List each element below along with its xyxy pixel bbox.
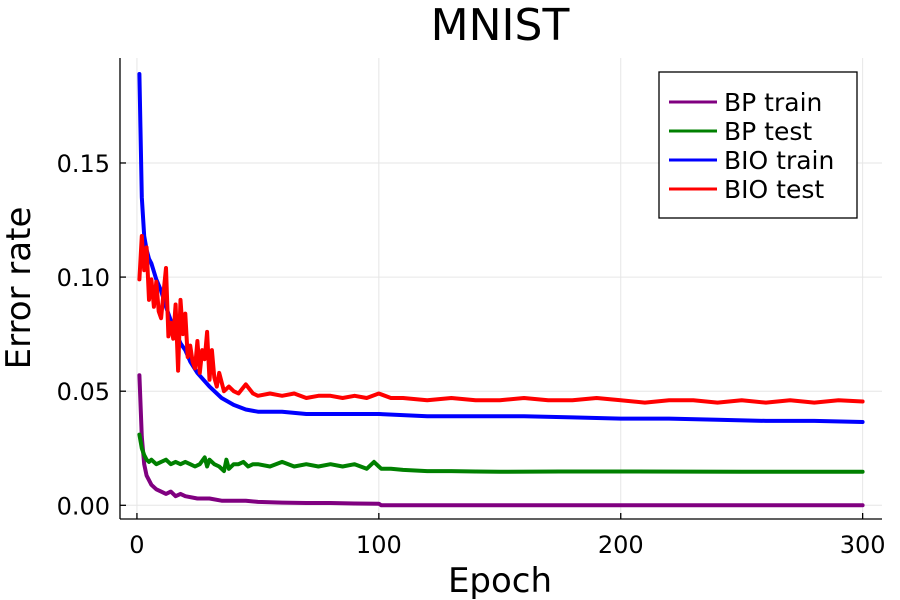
series-line xyxy=(137,234,865,405)
x-tick-label: 0 xyxy=(129,531,144,559)
series-lines xyxy=(137,72,865,508)
y-tick-label: 0.10 xyxy=(57,264,110,292)
x-axis-label: Epoch xyxy=(448,561,552,600)
x-tick-label: 300 xyxy=(840,531,886,559)
y-tick-label: 0.15 xyxy=(57,150,110,178)
legend-label: BP test xyxy=(724,117,812,146)
chart-title: MNIST xyxy=(431,0,570,51)
x-tick-label: 100 xyxy=(356,531,402,559)
y-tick-label: 0.00 xyxy=(57,492,110,520)
y-axis-label: Error rate xyxy=(0,207,39,370)
series-line xyxy=(137,432,865,474)
legend-label: BIO train xyxy=(724,146,834,175)
series-line xyxy=(137,373,865,508)
legend-label: BP train xyxy=(724,88,822,117)
x-tick-label: 200 xyxy=(598,531,644,559)
series-line xyxy=(137,72,865,424)
axes: 0 100 200 300 0.00 0.05 0.10 0.15 xyxy=(57,58,886,559)
legend-box xyxy=(658,71,858,219)
y-tick-label: 0.05 xyxy=(57,378,110,406)
legend-label: BIO test xyxy=(724,175,824,204)
